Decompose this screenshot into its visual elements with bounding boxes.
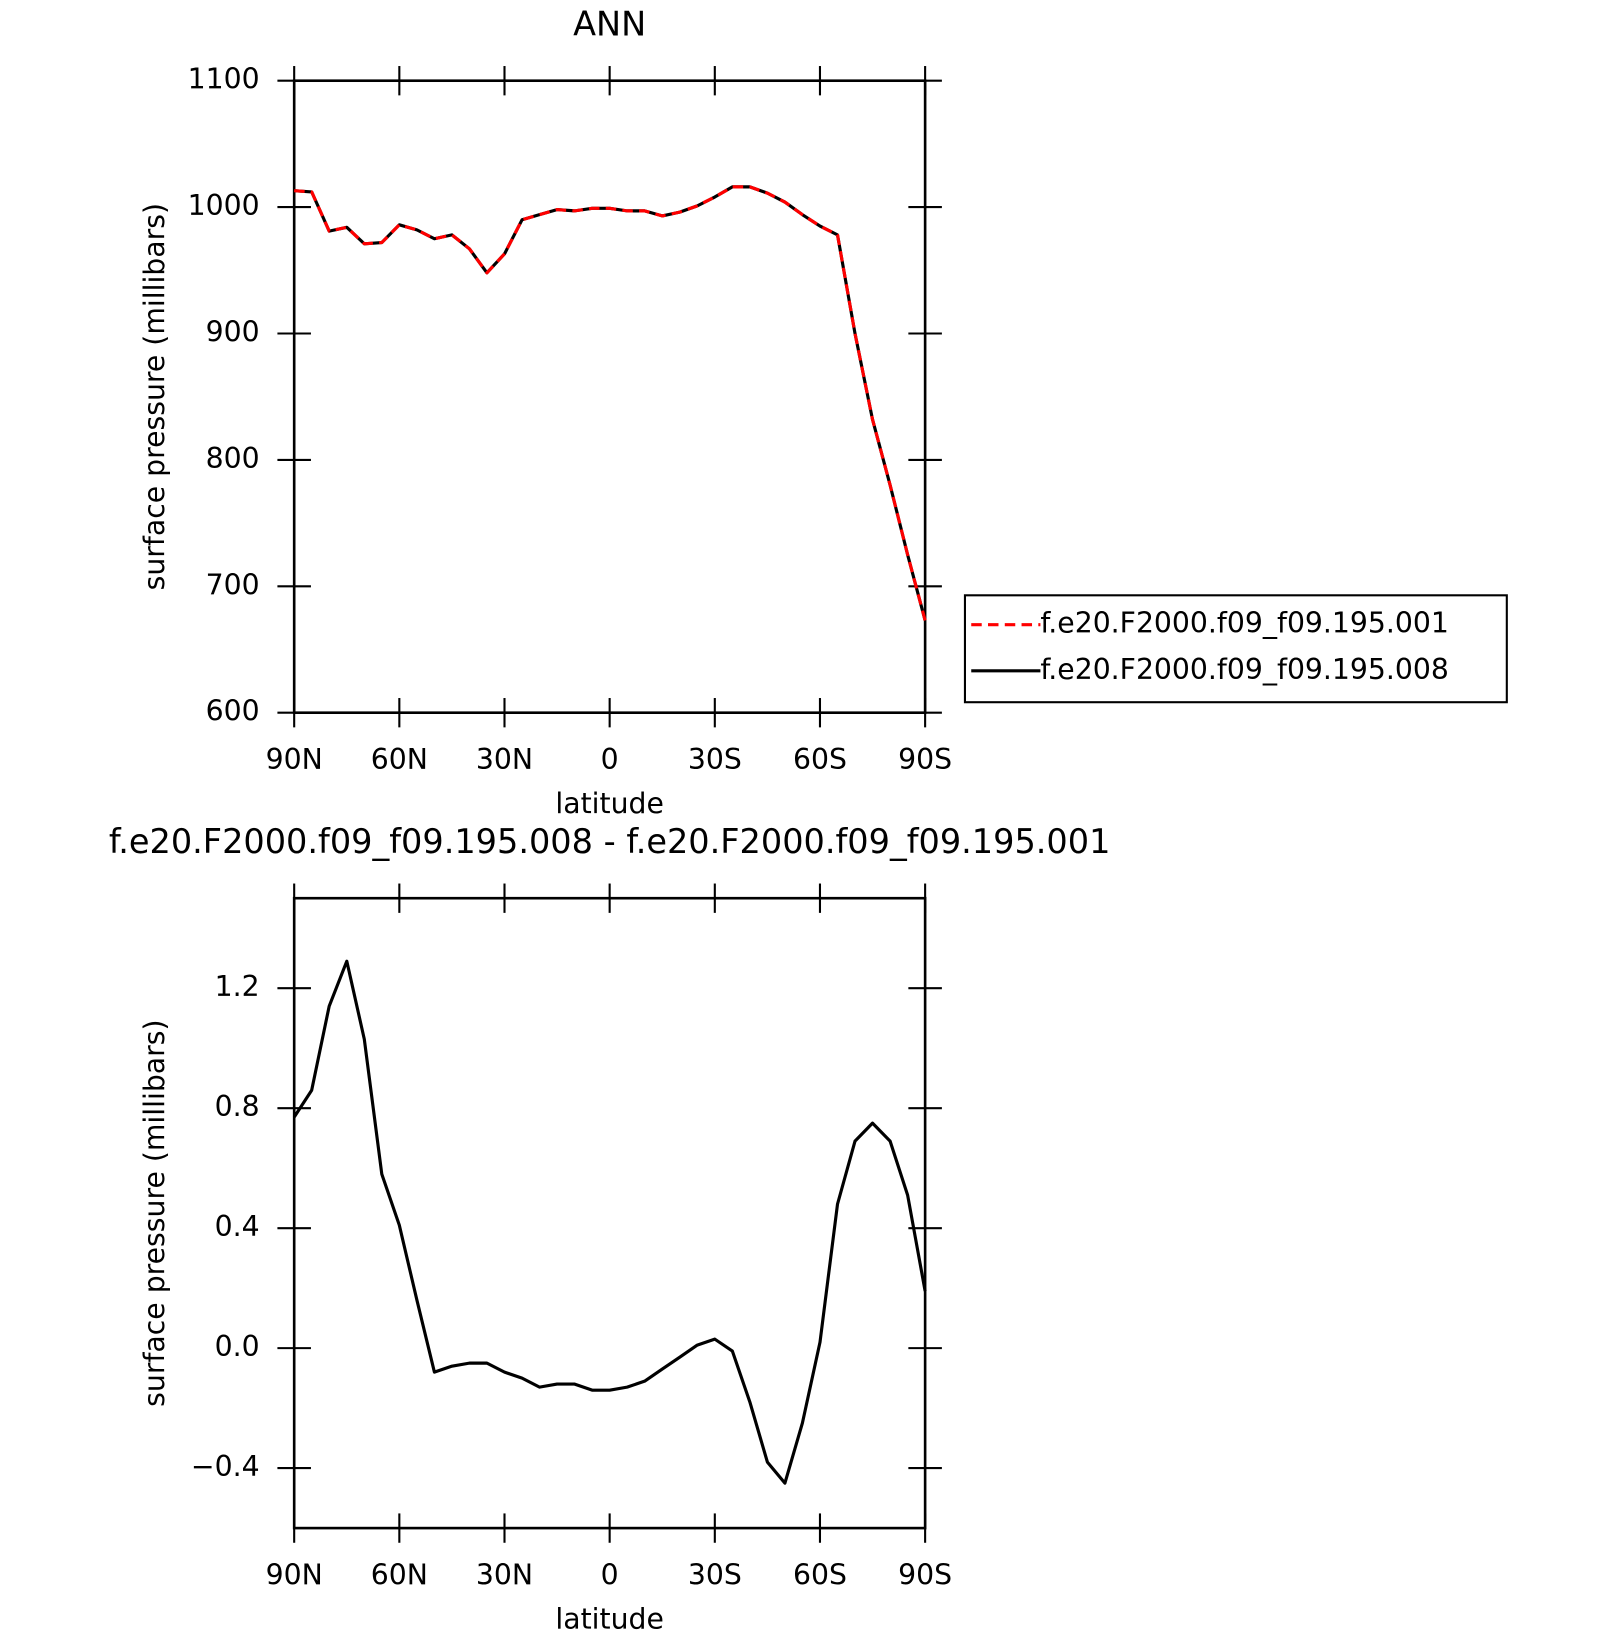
legend-box [963, 594, 1508, 704]
x-tick-label: 0 [601, 1558, 619, 1591]
data-line [294, 185, 927, 621]
x-tick-label: 30S [688, 743, 742, 776]
x-tick-label: 90S [898, 1558, 952, 1591]
x-axis-title: latitude [555, 787, 664, 820]
y-tick-label: 0.4 [215, 1210, 260, 1243]
y-tick-label: 800 [206, 442, 260, 475]
x-tick-label: 60N [371, 1558, 428, 1591]
y-tick-label: 1100 [188, 63, 260, 96]
data-line [292, 959, 927, 1485]
x-axis-title: latitude [555, 1602, 664, 1635]
x-tick-label: 30N [476, 1558, 533, 1591]
x-tick-label: 30S [688, 1558, 742, 1591]
y-tick-label: 0.0 [215, 1330, 260, 1363]
legend-label: f.e20.F2000.f09_f09.195.008 [1040, 653, 1448, 686]
data-line [294, 185, 927, 621]
y-tick-label: 600 [206, 695, 260, 728]
y-tick-label: −0.4 [191, 1450, 260, 1483]
x-tick-label: 60N [371, 743, 428, 776]
y-axis-title: surface pressure (millibars) [138, 1019, 171, 1406]
y-tick-label: 900 [206, 315, 260, 348]
x-tick-label: 60S [793, 1558, 847, 1591]
legend-label: f.e20.F2000.f09_f09.195.001 [1040, 607, 1448, 640]
chart-title: ANN [573, 5, 646, 44]
y-tick-label: 0.8 [215, 1090, 260, 1123]
x-tick-label: 30N [476, 743, 533, 776]
x-tick-label: 90S [898, 743, 952, 776]
y-tick-label: 1.2 [215, 970, 260, 1003]
plot-frame [292, 79, 927, 715]
x-tick-label: 60S [793, 743, 847, 776]
y-axis-title: surface pressure (millibars) [138, 203, 171, 590]
y-tick-label: 700 [206, 568, 260, 601]
x-tick-label: 0 [601, 743, 619, 776]
chart-title: f.e20.F2000.f09_f09.195.008 - f.e20.F200… [109, 822, 1111, 861]
x-tick-label: 90N [266, 1558, 323, 1591]
x-tick-label: 90N [266, 743, 323, 776]
plot-frame [292, 896, 927, 1530]
y-tick-label: 1000 [188, 189, 260, 222]
